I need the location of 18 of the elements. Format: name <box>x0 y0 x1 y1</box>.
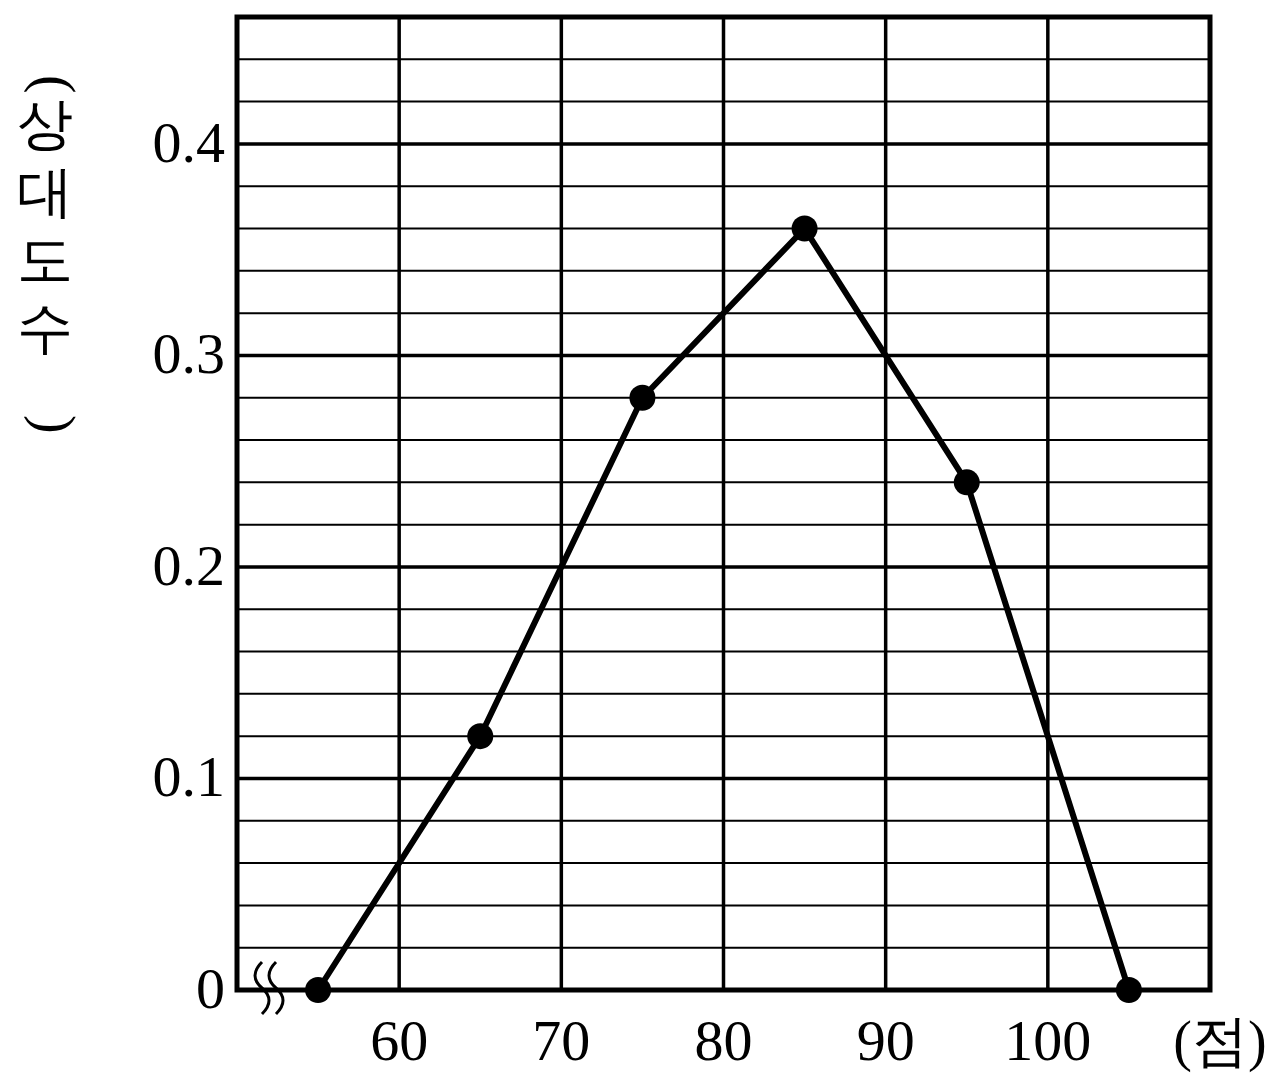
x-tick-label: 70 <box>532 1008 591 1073</box>
point <box>1115 977 1142 1003</box>
y-tick-label: 0.4 <box>152 109 225 175</box>
y-axis-title: (상대도수) <box>17 75 86 434</box>
x-tick-label: 100 <box>1004 1008 1092 1073</box>
x-axis-title: (점) <box>1173 1010 1267 1073</box>
x-tick-label: 60 <box>370 1008 429 1073</box>
point <box>629 384 656 411</box>
point <box>467 723 494 750</box>
x-tick-label: 80 <box>694 1008 753 1073</box>
y-tick-label: 0.1 <box>152 744 225 810</box>
y-tick-label: 0.3 <box>152 321 225 387</box>
y-tick-label: 0.2 <box>152 532 225 598</box>
point <box>305 977 332 1003</box>
point <box>791 215 818 242</box>
y-tick-label: 0 <box>196 956 225 1021</box>
x-tick-label: 90 <box>856 1008 915 1073</box>
point <box>953 469 980 496</box>
